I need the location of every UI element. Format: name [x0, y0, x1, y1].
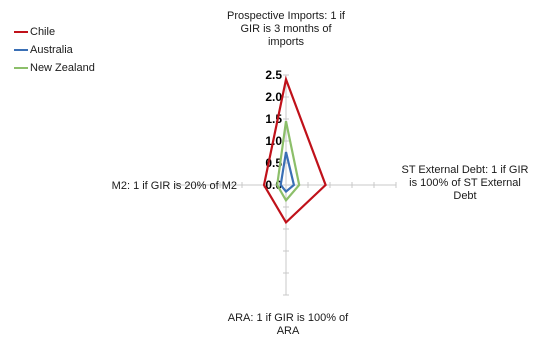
axis-label-left-line-1: M2: 1 if GIR is 20% of M2 [111, 180, 237, 192]
legend-swatch-chile [14, 31, 28, 33]
axis-label-right: ST External Debt: 1 if GIR is 100% of ST… [387, 164, 543, 203]
legend-item-australia: Australia [14, 43, 73, 57]
legend-item-new-zealand: New Zealand [14, 61, 95, 75]
legend-label-chile: Chile [30, 26, 56, 38]
tick-label-4: 2.0 [265, 90, 282, 104]
legend-swatch-new-zealand [14, 67, 28, 69]
axis-label-top-line-3: imports [267, 36, 305, 48]
axis-label-bottom-line-1: ARA: 1 if GIR is 100% of [227, 312, 349, 324]
axis-label-left: M2: 1 if GIR is 20% of M2 [0, 180, 237, 193]
axis-label-bottom: ARA: 1 if GIR is 100% of ARA [190, 312, 386, 337]
axes-layer [175, 74, 397, 296]
legend-label-australia: Australia [30, 44, 73, 56]
axis-label-top-line-1: Prospective Imports: 1 if [227, 10, 345, 22]
legend-swatch-australia [14, 49, 28, 51]
axis-label-right-line-2: is 100% of ST External [409, 177, 521, 189]
axis-label-bottom-line-2: ARA [276, 325, 300, 337]
series-australia [279, 151, 296, 194]
tick-label-5: 2.5 [265, 68, 282, 82]
series-layer [262, 75, 327, 225]
axis-label-right-line-3: Debt [453, 190, 477, 202]
series-new-zealand [276, 120, 301, 203]
axis-label-top: Prospective Imports: 1 if GIR is 3 month… [188, 10, 384, 49]
legend-label-new-zealand: New Zealand [30, 62, 95, 74]
series-chile [262, 75, 327, 225]
axis-label-right-line-1: ST External Debt: 1 if GIR [401, 164, 529, 176]
axis-label-top-line-2: GIR is 3 months of [240, 23, 332, 35]
legend-item-chile: Chile [14, 25, 55, 39]
